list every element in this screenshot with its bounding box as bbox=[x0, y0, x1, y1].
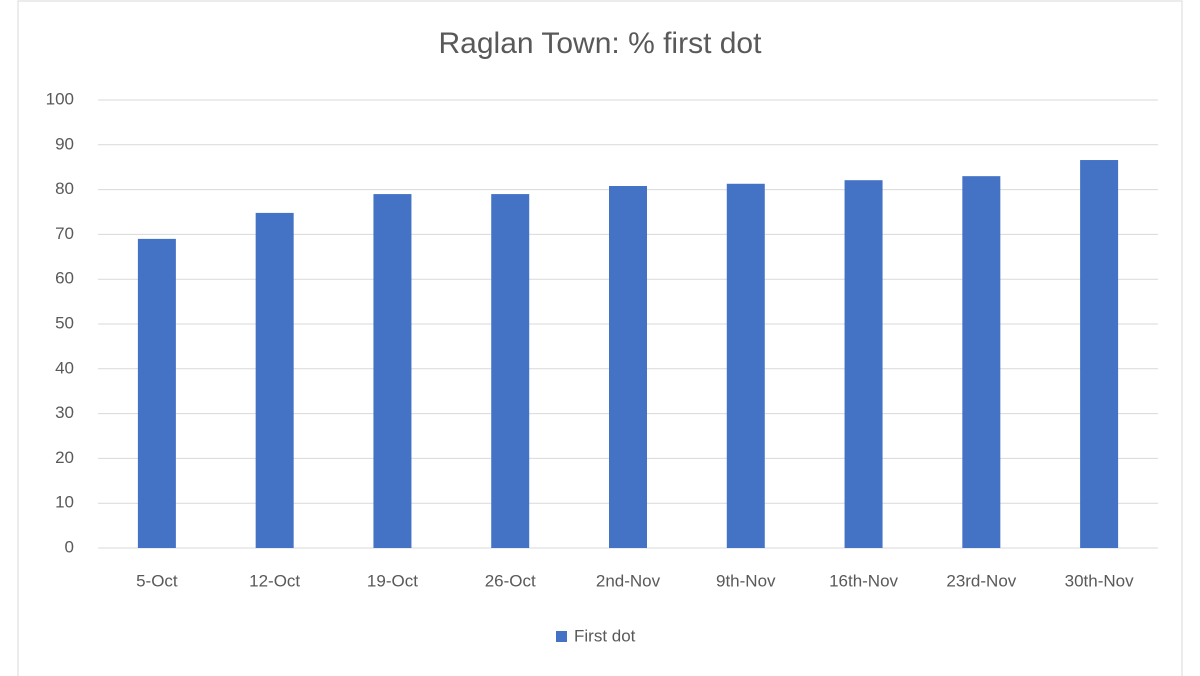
bar bbox=[373, 194, 412, 548]
y-tick-label: 90 bbox=[55, 134, 74, 153]
y-tick-label: 80 bbox=[55, 179, 74, 198]
x-tick-label: 9th-Nov bbox=[716, 571, 776, 590]
y-tick-label: 60 bbox=[55, 269, 74, 288]
bar bbox=[726, 183, 765, 548]
bar bbox=[491, 194, 530, 548]
legend-swatch bbox=[556, 631, 567, 642]
x-tick-label: 16th-Nov bbox=[829, 571, 898, 590]
x-tick-label: 2nd-Nov bbox=[596, 571, 661, 590]
legend-label: First dot bbox=[574, 626, 636, 645]
y-tick-label: 20 bbox=[55, 448, 74, 467]
bar bbox=[137, 238, 176, 548]
bar bbox=[255, 212, 294, 548]
x-tick-label: 19-Oct bbox=[367, 571, 418, 590]
bar bbox=[962, 176, 1001, 548]
x-tick-label: 5-Oct bbox=[136, 571, 178, 590]
bar bbox=[844, 180, 883, 548]
y-tick-label: 100 bbox=[46, 89, 74, 108]
x-tick-label: 23rd-Nov bbox=[946, 571, 1016, 590]
x-tick-label: 30th-Nov bbox=[1065, 571, 1134, 590]
y-tick-label: 70 bbox=[55, 224, 74, 243]
bar bbox=[1080, 160, 1119, 549]
chart-title: Raglan Town: % first dot bbox=[439, 27, 763, 60]
y-tick-label: 30 bbox=[55, 403, 74, 422]
bar bbox=[609, 186, 647, 549]
y-tick-label: 50 bbox=[55, 313, 74, 332]
y-tick-label: 40 bbox=[55, 358, 74, 377]
x-tick-label: 26-Oct bbox=[485, 571, 536, 590]
y-tick-label: 0 bbox=[65, 537, 74, 556]
y-tick-label: 10 bbox=[55, 493, 74, 512]
x-tick-label: 12-Oct bbox=[249, 571, 300, 590]
